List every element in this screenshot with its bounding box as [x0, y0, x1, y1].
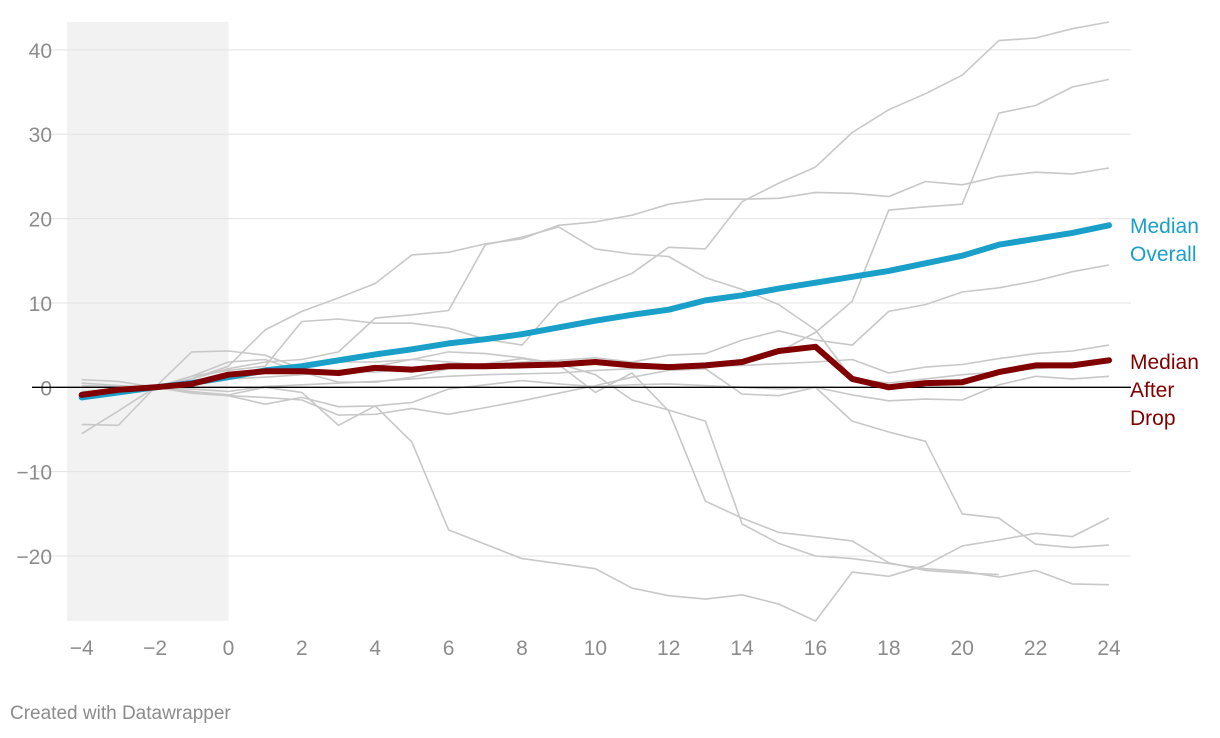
x-axis-ticks: −4 −2 0 2 4 6 8 10 12 14 16 18 20 22 24	[70, 637, 1121, 660]
median-after-drop-line	[78, 343, 1112, 398]
background-line-company-4	[81, 78, 1110, 393]
background-line-company-1	[81, 167, 1110, 397]
gridlines	[32, 49, 1131, 557]
label-median-after-drop-line2: After	[1130, 379, 1174, 402]
y-tick-label: −20	[16, 546, 52, 569]
y-tick-label: −10	[16, 462, 52, 485]
label-median-after-drop-line1: Median	[1130, 351, 1199, 374]
background-line-company-2	[81, 226, 1110, 397]
x-tick-label: 8	[516, 637, 528, 660]
label-median-overall-line1: Median	[1130, 215, 1199, 238]
label-median-after-drop: Median After Drop	[1130, 351, 1205, 430]
series-labels: Median Overall Median After Drop	[1130, 215, 1205, 430]
y-tick-label: 20	[29, 209, 52, 232]
shaded-region	[67, 22, 229, 621]
x-tick-label: 10	[584, 637, 607, 660]
background-line-company-6	[81, 344, 1110, 393]
x-tick-label: 2	[296, 637, 308, 660]
x-tick-label: 14	[730, 637, 754, 660]
y-axis-ticks: 40 30 20 10 0 −10 −20	[16, 40, 52, 569]
background-line-company-5	[81, 264, 1110, 401]
y-tick-label: 10	[29, 293, 52, 316]
background-line-company-10	[81, 379, 1110, 549]
x-tick-label: 4	[369, 637, 381, 660]
x-tick-label: −4	[70, 637, 94, 660]
background-line-company-7	[81, 350, 1110, 586]
x-tick-label: −2	[143, 637, 167, 660]
x-tick-label: 18	[877, 637, 900, 660]
x-tick-label: 0	[223, 637, 235, 660]
x-tick-label: 16	[804, 637, 827, 660]
median-series	[78, 222, 1112, 401]
y-tick-label: 0	[40, 377, 52, 400]
background-series	[81, 21, 1110, 622]
x-tick-label: 12	[657, 637, 680, 660]
label-median-overall: Median Overall	[1130, 215, 1205, 266]
y-tick-label: 40	[29, 40, 52, 63]
background-line-company-8	[81, 357, 999, 576]
label-median-after-drop-line3: Drop	[1130, 407, 1176, 430]
y-tick-label: 30	[29, 124, 52, 147]
x-tick-label: 20	[951, 637, 974, 660]
background-line-company-11	[81, 367, 1110, 416]
credit-text: Created with Datawrapper	[10, 703, 231, 724]
background-line-company-9	[81, 386, 1110, 622]
x-tick-label: 6	[443, 637, 455, 660]
label-median-overall-line2: Overall	[1130, 243, 1197, 266]
background-line-company-3	[81, 21, 1110, 399]
x-tick-label: 22	[1024, 637, 1047, 660]
x-tick-label: 24	[1097, 637, 1121, 660]
